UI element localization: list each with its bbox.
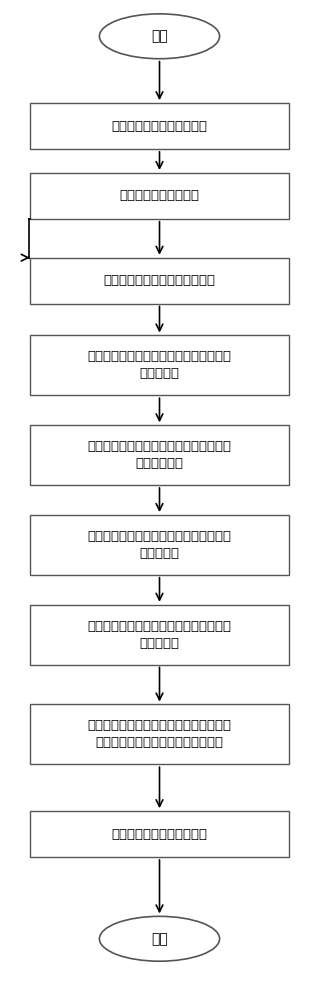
Text: 选取任务池中优先级最高的任务: 选取任务池中优先级最高的任务 <box>103 274 216 287</box>
Text: 运维人员五元组初始化: 运维人员五元组初始化 <box>120 189 199 202</box>
FancyBboxPatch shape <box>30 335 289 395</box>
FancyBboxPatch shape <box>30 704 289 764</box>
Text: 分配任务给选定的运维人员: 分配任务给选定的运维人员 <box>112 828 207 841</box>
FancyBboxPatch shape <box>30 103 289 149</box>
FancyBboxPatch shape <box>30 258 289 304</box>
FancyBboxPatch shape <box>30 425 289 485</box>
FancyBboxPatch shape <box>30 811 289 857</box>
FancyBboxPatch shape <box>30 515 289 575</box>
Text: 在选取的运维人员中根据运维人员工作负
载进行过滤选取负载最小的运维人员: 在选取的运维人员中根据运维人员工作负 载进行过滤选取负载最小的运维人员 <box>87 719 232 749</box>
Text: 在运维人员中根据任务要求的运维人员角
色过滤选取: 在运维人员中根据任务要求的运维人员角 色过滤选取 <box>87 350 232 380</box>
Text: 在选取的运维人员中根据任务要求的运维
技能过滤选取: 在选取的运维人员中根据任务要求的运维 技能过滤选取 <box>87 440 232 470</box>
Ellipse shape <box>100 14 219 59</box>
Text: 在选取的运维人员中根据任务工作地点要
求过滤选取: 在选取的运维人员中根据任务工作地点要 求过滤选取 <box>87 620 232 650</box>
Text: 任务池中任务九元组初始化: 任务池中任务九元组初始化 <box>112 120 207 133</box>
FancyBboxPatch shape <box>30 605 289 665</box>
FancyBboxPatch shape <box>30 173 289 219</box>
Text: 在选取的运维人员中根据任务截止时间要
求过滤选取: 在选取的运维人员中根据任务截止时间要 求过滤选取 <box>87 530 232 560</box>
Text: 结束: 结束 <box>151 932 168 946</box>
Ellipse shape <box>100 916 219 961</box>
Text: 开始: 开始 <box>151 29 168 43</box>
